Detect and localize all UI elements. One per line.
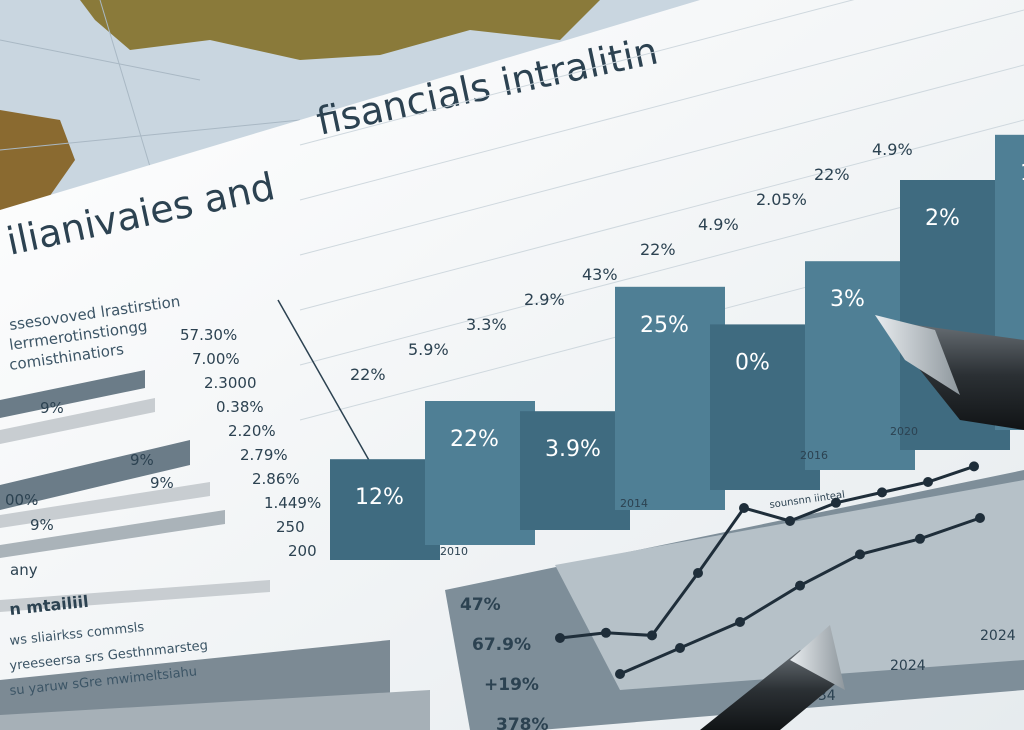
line-point [969,461,979,472]
side-value: 00% [5,491,38,509]
annotation-label: 43% [582,265,618,284]
gridline [299,0,855,146]
y-tick-label: 57.30% [180,326,237,344]
pen-tip-bottom [790,625,845,690]
line-y-tick-label: 47% [460,595,501,615]
x-tick-label: 2010 [440,545,468,558]
line-series-group [555,461,985,679]
side-value: any [10,561,38,579]
pen-tip-top [875,315,960,395]
line-y-tick-label: +19% [484,675,539,695]
side-value: 9% [30,516,54,534]
bar [710,324,820,490]
line-point [795,580,805,591]
side-value: 9% [130,451,154,469]
side-value: 9% [150,474,174,492]
pen-illustration [700,315,1024,730]
side-bars [0,370,430,730]
line-point [915,533,925,544]
line-point [831,497,841,508]
bar [330,459,440,560]
y-tick-label: 7.00% [192,350,240,368]
annotation-label: 4.9% [698,215,739,234]
line-point [601,627,611,638]
y-tick-label: 2.79% [240,446,288,464]
bar-value-label: 22% [450,427,499,452]
bar-value-label: 12% [1020,161,1024,186]
annotation-label: 2.9% [524,290,565,309]
line-y-tick-label: 378% [496,715,549,730]
line-x-tick-label: 2024 [890,658,926,674]
y-tick-label: 2.20% [228,422,276,440]
line-chart: sounsnn iinteal 47%67.9%+19%378% 2034202… [445,461,1024,730]
y-tick-label: 200 [288,542,317,560]
y-tick-label: 2.86% [252,470,300,488]
line-point [785,516,795,526]
annotation-label: 22% [814,165,850,184]
annotation-label: 2.05% [756,190,807,209]
gridline [299,9,1024,201]
bar-value-label: 0% [735,350,770,375]
gridline [299,119,1024,311]
annotation-label: 4.9% [872,140,913,159]
y-tick-label: 0.38% [216,398,264,416]
gridline [299,64,1024,256]
y-tick-label: 250 [276,518,305,536]
line-point [975,513,985,523]
x-tick-label: 2020 [890,425,918,438]
side-values: 9% 9% 00% 9% 9% any [5,399,174,579]
line-point [735,617,745,627]
bar [805,261,915,470]
line-y-tick-labels: 47% 67.9% +19% 378% [460,595,549,730]
line-x-tick-label: 2024 [980,628,1016,644]
pen-body-bottom [700,650,840,730]
bar-value-label: 25% [640,313,689,338]
line-point [675,643,685,653]
line-chart-plot-area [555,480,1024,690]
line-point [923,477,933,487]
y-tick-labels: 57.30% 7.00% 2.3000 0.38% 2.20% 2.79% 2.86% 1.4… [180,326,321,560]
y-tick-label: 1.449% [264,494,321,512]
annotation-label: 22% [350,365,386,384]
bar-value-label: 3.9% [545,437,601,462]
side-value: 9% [40,399,64,417]
annotation-label: 22% [640,240,676,259]
bar-value-label: 3% [830,287,865,312]
annotation-label: 5.9% [408,340,449,359]
bar [615,286,725,510]
annotation-label: 3.3% [466,315,507,334]
line-point [855,549,865,560]
bar-value-label: 12% [355,485,404,510]
line-point [877,487,887,498]
line-y-tick-label: 67.9% [472,635,531,655]
x-tick-label: 2016 [800,449,828,462]
bar [425,401,535,545]
top-annotations: 22% 5.9% 3.3% 2.9% 43% 22% 4.9% 2.05% 22% 4.9% [350,140,913,384]
line-point [647,630,657,641]
x-tick-label: 2014 [620,497,648,510]
line-point [555,633,565,643]
x-tick-labels: 2010 2014 2016 2020 [440,425,918,558]
y-tick-label: 2.3000 [204,374,257,392]
line-point [693,568,703,578]
line-series [559,464,975,640]
line-point [615,669,625,679]
line-point [739,503,749,513]
bar-value-label: 2% [925,206,960,231]
bar [520,411,630,530]
